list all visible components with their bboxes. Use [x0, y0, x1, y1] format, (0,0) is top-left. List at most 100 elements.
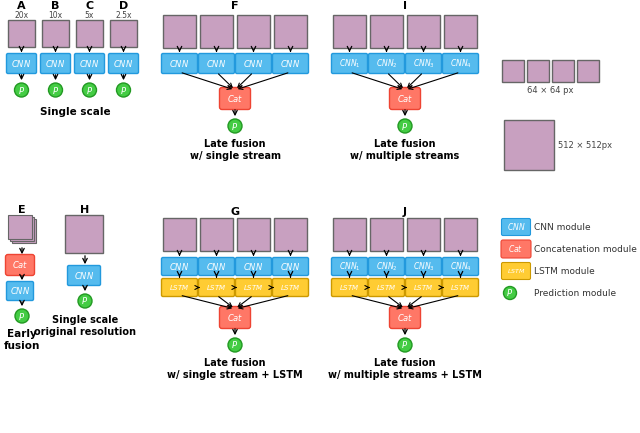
FancyBboxPatch shape	[74, 54, 104, 74]
Text: 5x: 5x	[85, 10, 94, 19]
FancyBboxPatch shape	[274, 218, 307, 251]
Circle shape	[504, 287, 516, 300]
Text: $CNN$: $CNN$	[10, 285, 30, 297]
Text: $Cat$: $Cat$	[508, 243, 524, 255]
Text: $P$: $P$	[19, 310, 26, 321]
Text: $LSTM$: $LSTM$	[451, 283, 471, 292]
Text: Single scale
original resolution: Single scale original resolution	[34, 315, 136, 336]
Text: Late fusion
w/ single stream: Late fusion w/ single stream	[189, 139, 280, 161]
FancyBboxPatch shape	[504, 120, 554, 170]
Text: $Cat$: $Cat$	[397, 93, 413, 104]
FancyBboxPatch shape	[527, 60, 549, 82]
Circle shape	[228, 338, 242, 352]
Circle shape	[398, 119, 412, 133]
FancyBboxPatch shape	[12, 219, 36, 243]
FancyBboxPatch shape	[369, 258, 404, 275]
Text: $LSTM$: $LSTM$	[280, 283, 301, 292]
FancyBboxPatch shape	[332, 258, 367, 275]
Text: $CNN_2$: $CNN_2$	[376, 260, 397, 273]
FancyBboxPatch shape	[442, 278, 479, 297]
Text: $P$: $P$	[506, 288, 513, 298]
FancyBboxPatch shape	[273, 278, 308, 297]
Text: Early
fusion: Early fusion	[4, 329, 40, 351]
Text: $LSTM$: $LSTM$	[206, 283, 227, 292]
Text: $CNN$: $CNN$	[207, 261, 227, 272]
FancyBboxPatch shape	[198, 258, 234, 275]
Circle shape	[83, 83, 97, 97]
Text: $Cat$: $Cat$	[227, 312, 243, 323]
FancyBboxPatch shape	[407, 218, 440, 251]
FancyBboxPatch shape	[236, 54, 271, 74]
Text: 512 × 512px: 512 × 512px	[558, 140, 612, 149]
Text: $P$: $P$	[52, 84, 59, 96]
FancyBboxPatch shape	[390, 307, 420, 329]
FancyBboxPatch shape	[163, 218, 196, 251]
Text: $CNN$: $CNN$	[243, 261, 264, 272]
Circle shape	[116, 83, 131, 97]
FancyBboxPatch shape	[8, 215, 32, 239]
Text: C: C	[85, 1, 93, 11]
Circle shape	[49, 83, 63, 97]
Text: G: G	[230, 207, 239, 217]
FancyBboxPatch shape	[6, 281, 33, 301]
FancyBboxPatch shape	[67, 265, 100, 285]
FancyBboxPatch shape	[502, 60, 524, 82]
FancyBboxPatch shape	[65, 215, 103, 253]
Text: $CNN$: $CNN$	[74, 270, 94, 281]
FancyBboxPatch shape	[407, 15, 440, 48]
Text: $CNN_1$: $CNN_1$	[339, 260, 360, 273]
FancyBboxPatch shape	[198, 278, 234, 297]
FancyBboxPatch shape	[273, 258, 308, 275]
FancyBboxPatch shape	[200, 15, 233, 48]
Text: A: A	[17, 1, 26, 11]
Text: $P$: $P$	[81, 295, 88, 307]
FancyBboxPatch shape	[76, 20, 103, 47]
Text: 64 × 64 px: 64 × 64 px	[527, 86, 573, 95]
FancyBboxPatch shape	[444, 15, 477, 48]
FancyBboxPatch shape	[332, 278, 367, 297]
Text: $Cat$: $Cat$	[397, 312, 413, 323]
FancyBboxPatch shape	[161, 278, 198, 297]
Circle shape	[398, 338, 412, 352]
Text: $CNN$: $CNN$	[113, 58, 134, 69]
FancyBboxPatch shape	[369, 54, 404, 74]
FancyBboxPatch shape	[370, 15, 403, 48]
Text: Late fusion
w/ single stream + LSTM: Late fusion w/ single stream + LSTM	[167, 358, 303, 380]
Text: D: D	[119, 1, 128, 11]
Text: $LSTM$: $LSTM$	[376, 283, 397, 292]
Text: $CNN$: $CNN$	[280, 58, 301, 69]
Text: J: J	[403, 207, 407, 217]
FancyBboxPatch shape	[333, 218, 366, 251]
FancyBboxPatch shape	[274, 15, 307, 48]
Circle shape	[228, 119, 242, 133]
Text: $P$: $P$	[401, 339, 408, 350]
Text: CNN module: CNN module	[534, 223, 591, 232]
FancyBboxPatch shape	[110, 20, 137, 47]
Text: Late fusion
w/ multiple streams: Late fusion w/ multiple streams	[350, 139, 460, 161]
Text: $LSTM$: $LSTM$	[169, 283, 189, 292]
Text: 20x: 20x	[15, 10, 29, 19]
FancyBboxPatch shape	[40, 54, 70, 74]
Text: 10x: 10x	[49, 10, 63, 19]
FancyBboxPatch shape	[10, 217, 34, 241]
Circle shape	[15, 309, 29, 323]
FancyBboxPatch shape	[502, 262, 531, 279]
Text: Prediction module: Prediction module	[534, 288, 616, 297]
FancyBboxPatch shape	[369, 278, 404, 297]
FancyBboxPatch shape	[237, 15, 270, 48]
FancyBboxPatch shape	[200, 218, 233, 251]
FancyBboxPatch shape	[444, 218, 477, 251]
Text: $CNN$: $CNN$	[207, 58, 227, 69]
Text: LSTM module: LSTM module	[534, 266, 595, 275]
Text: H: H	[81, 205, 90, 215]
FancyBboxPatch shape	[406, 278, 442, 297]
FancyBboxPatch shape	[236, 258, 271, 275]
Text: $LSTM$: $LSTM$	[339, 283, 360, 292]
Text: $CNN$: $CNN$	[45, 58, 65, 69]
FancyBboxPatch shape	[333, 15, 366, 48]
Text: $LSTM$: $LSTM$	[413, 283, 434, 292]
FancyBboxPatch shape	[442, 258, 479, 275]
FancyBboxPatch shape	[237, 218, 270, 251]
Text: $P$: $P$	[18, 84, 25, 96]
FancyBboxPatch shape	[577, 60, 599, 82]
